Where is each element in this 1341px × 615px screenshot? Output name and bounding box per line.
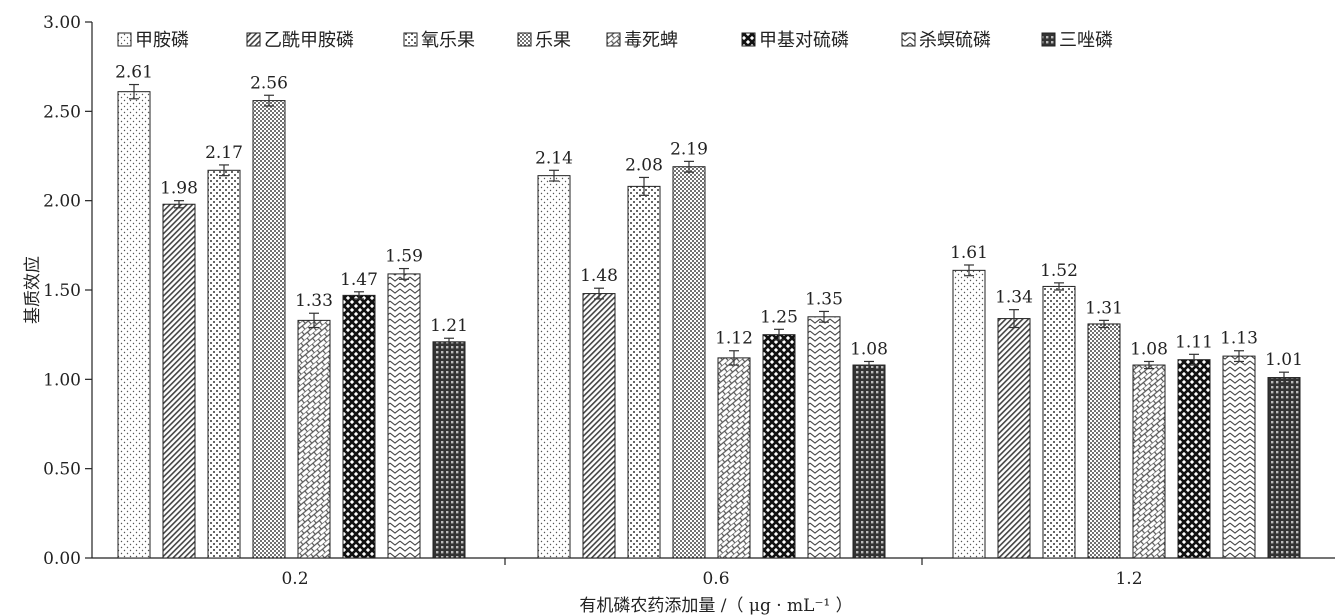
bar <box>997 318 1031 559</box>
data-label: 2.19 <box>670 139 708 159</box>
legend-swatch <box>606 32 621 47</box>
data-label: 1.59 <box>385 247 423 267</box>
legend-swatch <box>517 32 532 47</box>
y-tick-label: 2.00 <box>43 192 81 212</box>
x-tick-label: 0.2 <box>281 569 308 589</box>
legend-swatch <box>901 32 916 47</box>
bar <box>432 341 466 559</box>
bar <box>807 316 841 559</box>
y-tick-label: 0.00 <box>43 549 81 569</box>
data-label: 1.33 <box>295 291 333 311</box>
bar <box>627 185 661 559</box>
bar <box>297 319 331 559</box>
bar <box>672 166 706 559</box>
data-label: 1.98 <box>160 179 198 199</box>
bar <box>537 175 571 559</box>
x-tick-label: 1.2 <box>1115 569 1142 589</box>
data-label: 2.17 <box>205 143 243 163</box>
legend-swatch <box>403 32 418 47</box>
data-label: 1.25 <box>760 307 798 327</box>
legend-label: 杀螟硫磷 <box>919 30 991 51</box>
bar <box>1042 285 1076 559</box>
data-label: 1.52 <box>1040 261 1078 281</box>
bar <box>342 294 376 559</box>
legend-label: 氧乐果 <box>421 30 475 51</box>
bar <box>1087 323 1121 559</box>
data-label: 2.56 <box>250 73 288 93</box>
bar <box>1267 377 1301 559</box>
bar <box>1177 359 1211 559</box>
data-label: 1.01 <box>1265 350 1303 370</box>
legend-label: 乐果 <box>535 30 571 51</box>
data-label: 1.31 <box>1085 298 1123 318</box>
bar <box>117 91 151 559</box>
data-label: 2.14 <box>535 148 573 168</box>
bar <box>852 364 886 559</box>
y-tick-label: 2.50 <box>43 102 81 122</box>
legend-swatch <box>741 32 756 47</box>
legend-label: 三唑磷 <box>1059 30 1113 51</box>
data-labels: 2.61 2.14 1.61 1.98 1.48 1.34 2.17 2.08 1.52 2.56… <box>115 63 1303 371</box>
y-tick-label: 1.00 <box>43 370 81 390</box>
y-ticks: 0.00 0.50 1.00 1.50 2.00 2.50 3.00 <box>43 13 92 569</box>
data-label: 1.11 <box>1175 332 1213 352</box>
legend-swatch <box>246 32 261 47</box>
legend-label: 毒死蜱 <box>624 30 678 51</box>
data-label: 2.08 <box>625 155 663 175</box>
x-ticks: 0.2 0.6 1.2 <box>281 558 1143 589</box>
bar <box>952 269 986 559</box>
x-axis-title: 有机磷农药添加量 /（ μg · mL⁻¹ ） <box>579 596 852 615</box>
data-label: 1.12 <box>715 329 753 349</box>
x-tick-label: 0.6 <box>702 569 729 589</box>
legend: 甲胺磷 乙酰甲胺磷 氧乐果 乐果 毒死蜱 甲基对硫磷 杀螟硫磷 三唑磷 <box>117 30 1113 51</box>
data-label: 2.61 <box>115 63 153 83</box>
legend-swatch <box>117 32 132 47</box>
bar <box>582 293 616 559</box>
bar <box>1132 364 1166 559</box>
data-label: 1.48 <box>580 266 618 286</box>
data-label: 1.13 <box>1220 329 1258 349</box>
error-bars <box>129 83 1289 384</box>
legend-label: 甲基对硫磷 <box>759 30 849 51</box>
bars <box>117 91 1301 559</box>
bar <box>252 100 286 559</box>
data-label: 1.61 <box>950 243 988 263</box>
data-label: 1.47 <box>340 270 378 290</box>
y-axis-title: 基质效应 <box>23 256 43 324</box>
data-label: 1.21 <box>430 316 468 336</box>
legend-swatch <box>1041 32 1056 47</box>
y-tick-label: 3.00 <box>43 13 81 33</box>
bar <box>1222 355 1256 559</box>
y-tick-label: 0.50 <box>43 460 81 480</box>
legend-label: 乙酰甲胺磷 <box>264 30 354 51</box>
data-label: 1.08 <box>850 339 888 359</box>
bar <box>162 203 196 559</box>
bar <box>717 357 751 559</box>
data-label: 1.34 <box>995 288 1033 308</box>
legend-label: 甲胺磷 <box>135 30 189 51</box>
data-label: 1.35 <box>805 289 843 309</box>
bar <box>762 334 796 559</box>
y-tick-label: 1.50 <box>43 281 81 301</box>
bar <box>387 273 421 559</box>
data-label: 1.08 <box>1130 339 1168 359</box>
bar <box>207 169 241 559</box>
